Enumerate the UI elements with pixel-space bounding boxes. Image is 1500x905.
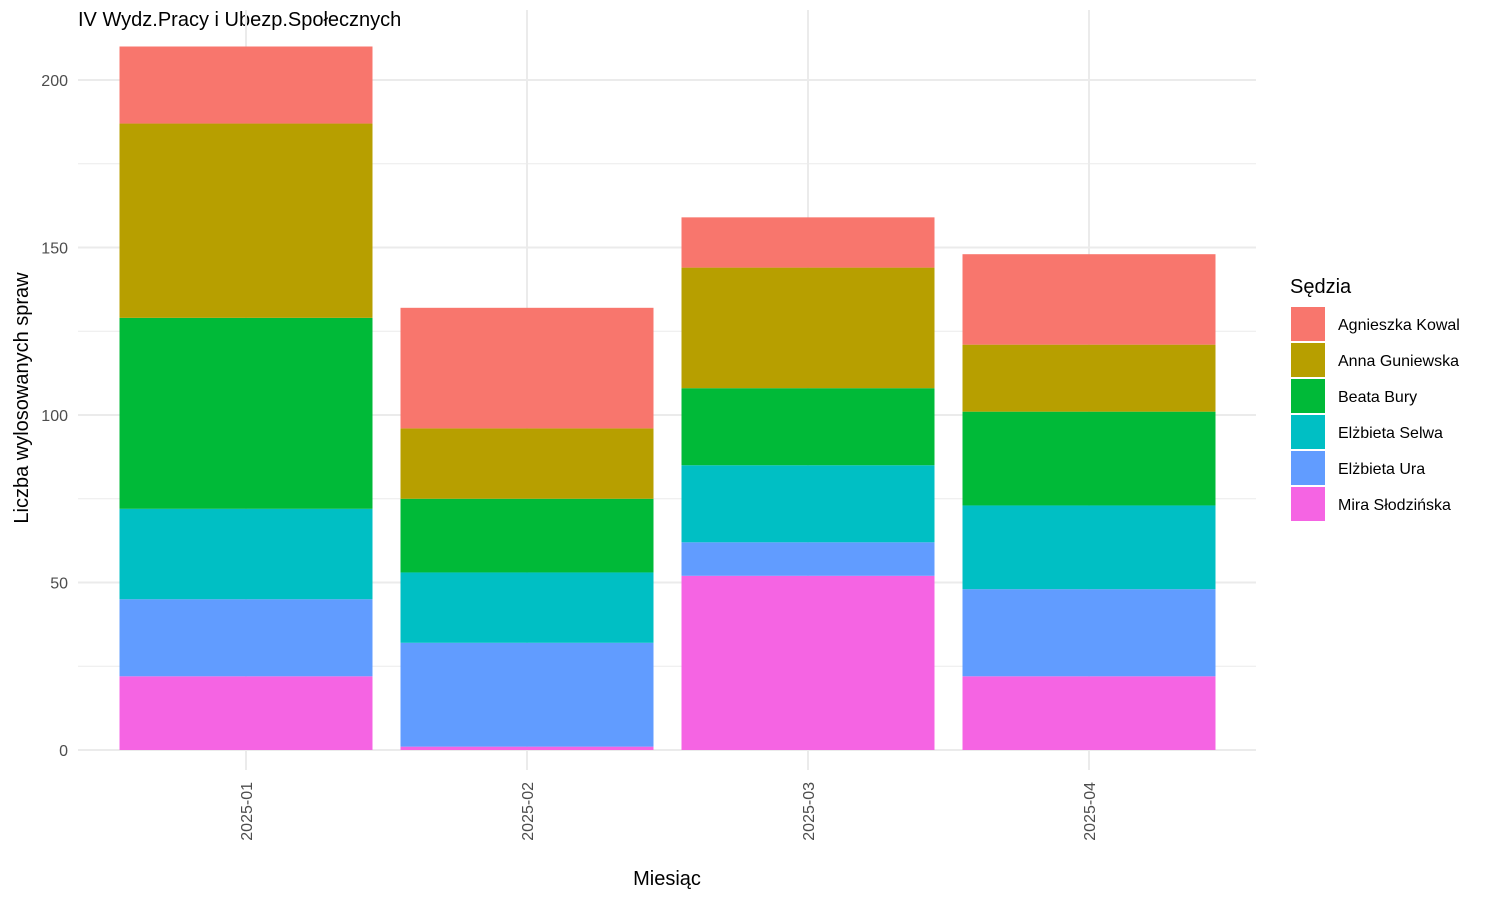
legend: Sędzia Agnieszka Kowal Anna Guniewska Beat… — [1290, 276, 1460, 521]
legend-label: Beata Bury — [1338, 389, 1417, 406]
bar-segment — [400, 642, 654, 747]
bar-segment — [962, 676, 1216, 750]
bar-segment — [962, 589, 1216, 677]
legend-label: Elżbieta Ura — [1338, 461, 1425, 478]
legend-label: Agnieszka Kowal — [1338, 317, 1460, 334]
legend-swatch — [1291, 379, 1325, 413]
legend-swatch — [1291, 343, 1325, 377]
bar-segment — [119, 508, 373, 600]
y-axis-label: Liczba wylosowanych spraw — [11, 272, 33, 524]
bar-segment — [400, 746, 654, 750]
legend-swatch — [1291, 415, 1325, 449]
legend-swatch — [1291, 487, 1325, 521]
x-tick-label: 2025-01 — [239, 782, 256, 841]
bar-segment — [962, 411, 1216, 506]
legend-label: Elżbieta Selwa — [1338, 425, 1443, 442]
bar-segment — [962, 344, 1216, 412]
y-tick-label: 150 — [41, 241, 68, 258]
bar-segment — [119, 676, 373, 750]
bar-segment — [962, 505, 1216, 590]
y-tick-label: 200 — [41, 73, 68, 90]
bar-segment — [400, 428, 654, 499]
bar-segment — [119, 123, 373, 318]
bar-segment — [681, 388, 935, 466]
bar-segment — [962, 254, 1216, 345]
bar-segment — [119, 317, 373, 509]
chart-title: IV Wydz.Pracy i Ubezp.Społecznych — [78, 9, 401, 31]
y-tick-label: 100 — [41, 408, 68, 425]
legend-items: Agnieszka Kowal Anna Guniewska Beata Bury E… — [1291, 307, 1460, 521]
bar-segment — [681, 267, 935, 389]
bars — [119, 46, 1216, 750]
x-tick-label: 2025-02 — [520, 782, 537, 841]
legend-swatch — [1291, 451, 1325, 485]
legend-swatch — [1291, 307, 1325, 341]
bar-segment — [400, 307, 654, 429]
bar-segment — [119, 599, 373, 677]
x-tick-label: 2025-03 — [801, 782, 818, 841]
legend-label: Mira Słodzińska — [1338, 497, 1451, 514]
legend-label: Anna Guniewska — [1338, 353, 1459, 370]
bar-segment — [119, 46, 373, 124]
bar-segment — [400, 498, 654, 573]
y-tick-label: 50 — [50, 576, 68, 593]
y-axis-ticks: 0 50 100 150 200 — [41, 73, 68, 760]
bar-segment — [681, 465, 935, 543]
x-tick-label: 2025-04 — [1082, 782, 1099, 841]
legend-title: Sędzia — [1290, 276, 1352, 298]
bar-segment — [681, 217, 935, 268]
bar-segment — [400, 572, 654, 643]
y-tick-label: 0 — [59, 743, 68, 760]
x-axis-label: Miesiąc — [633, 868, 701, 890]
bar-segment — [681, 575, 935, 750]
x-axis-ticks: 2025-01 2025-02 2025-03 2025-04 — [239, 782, 1099, 841]
bar-segment — [681, 542, 935, 576]
